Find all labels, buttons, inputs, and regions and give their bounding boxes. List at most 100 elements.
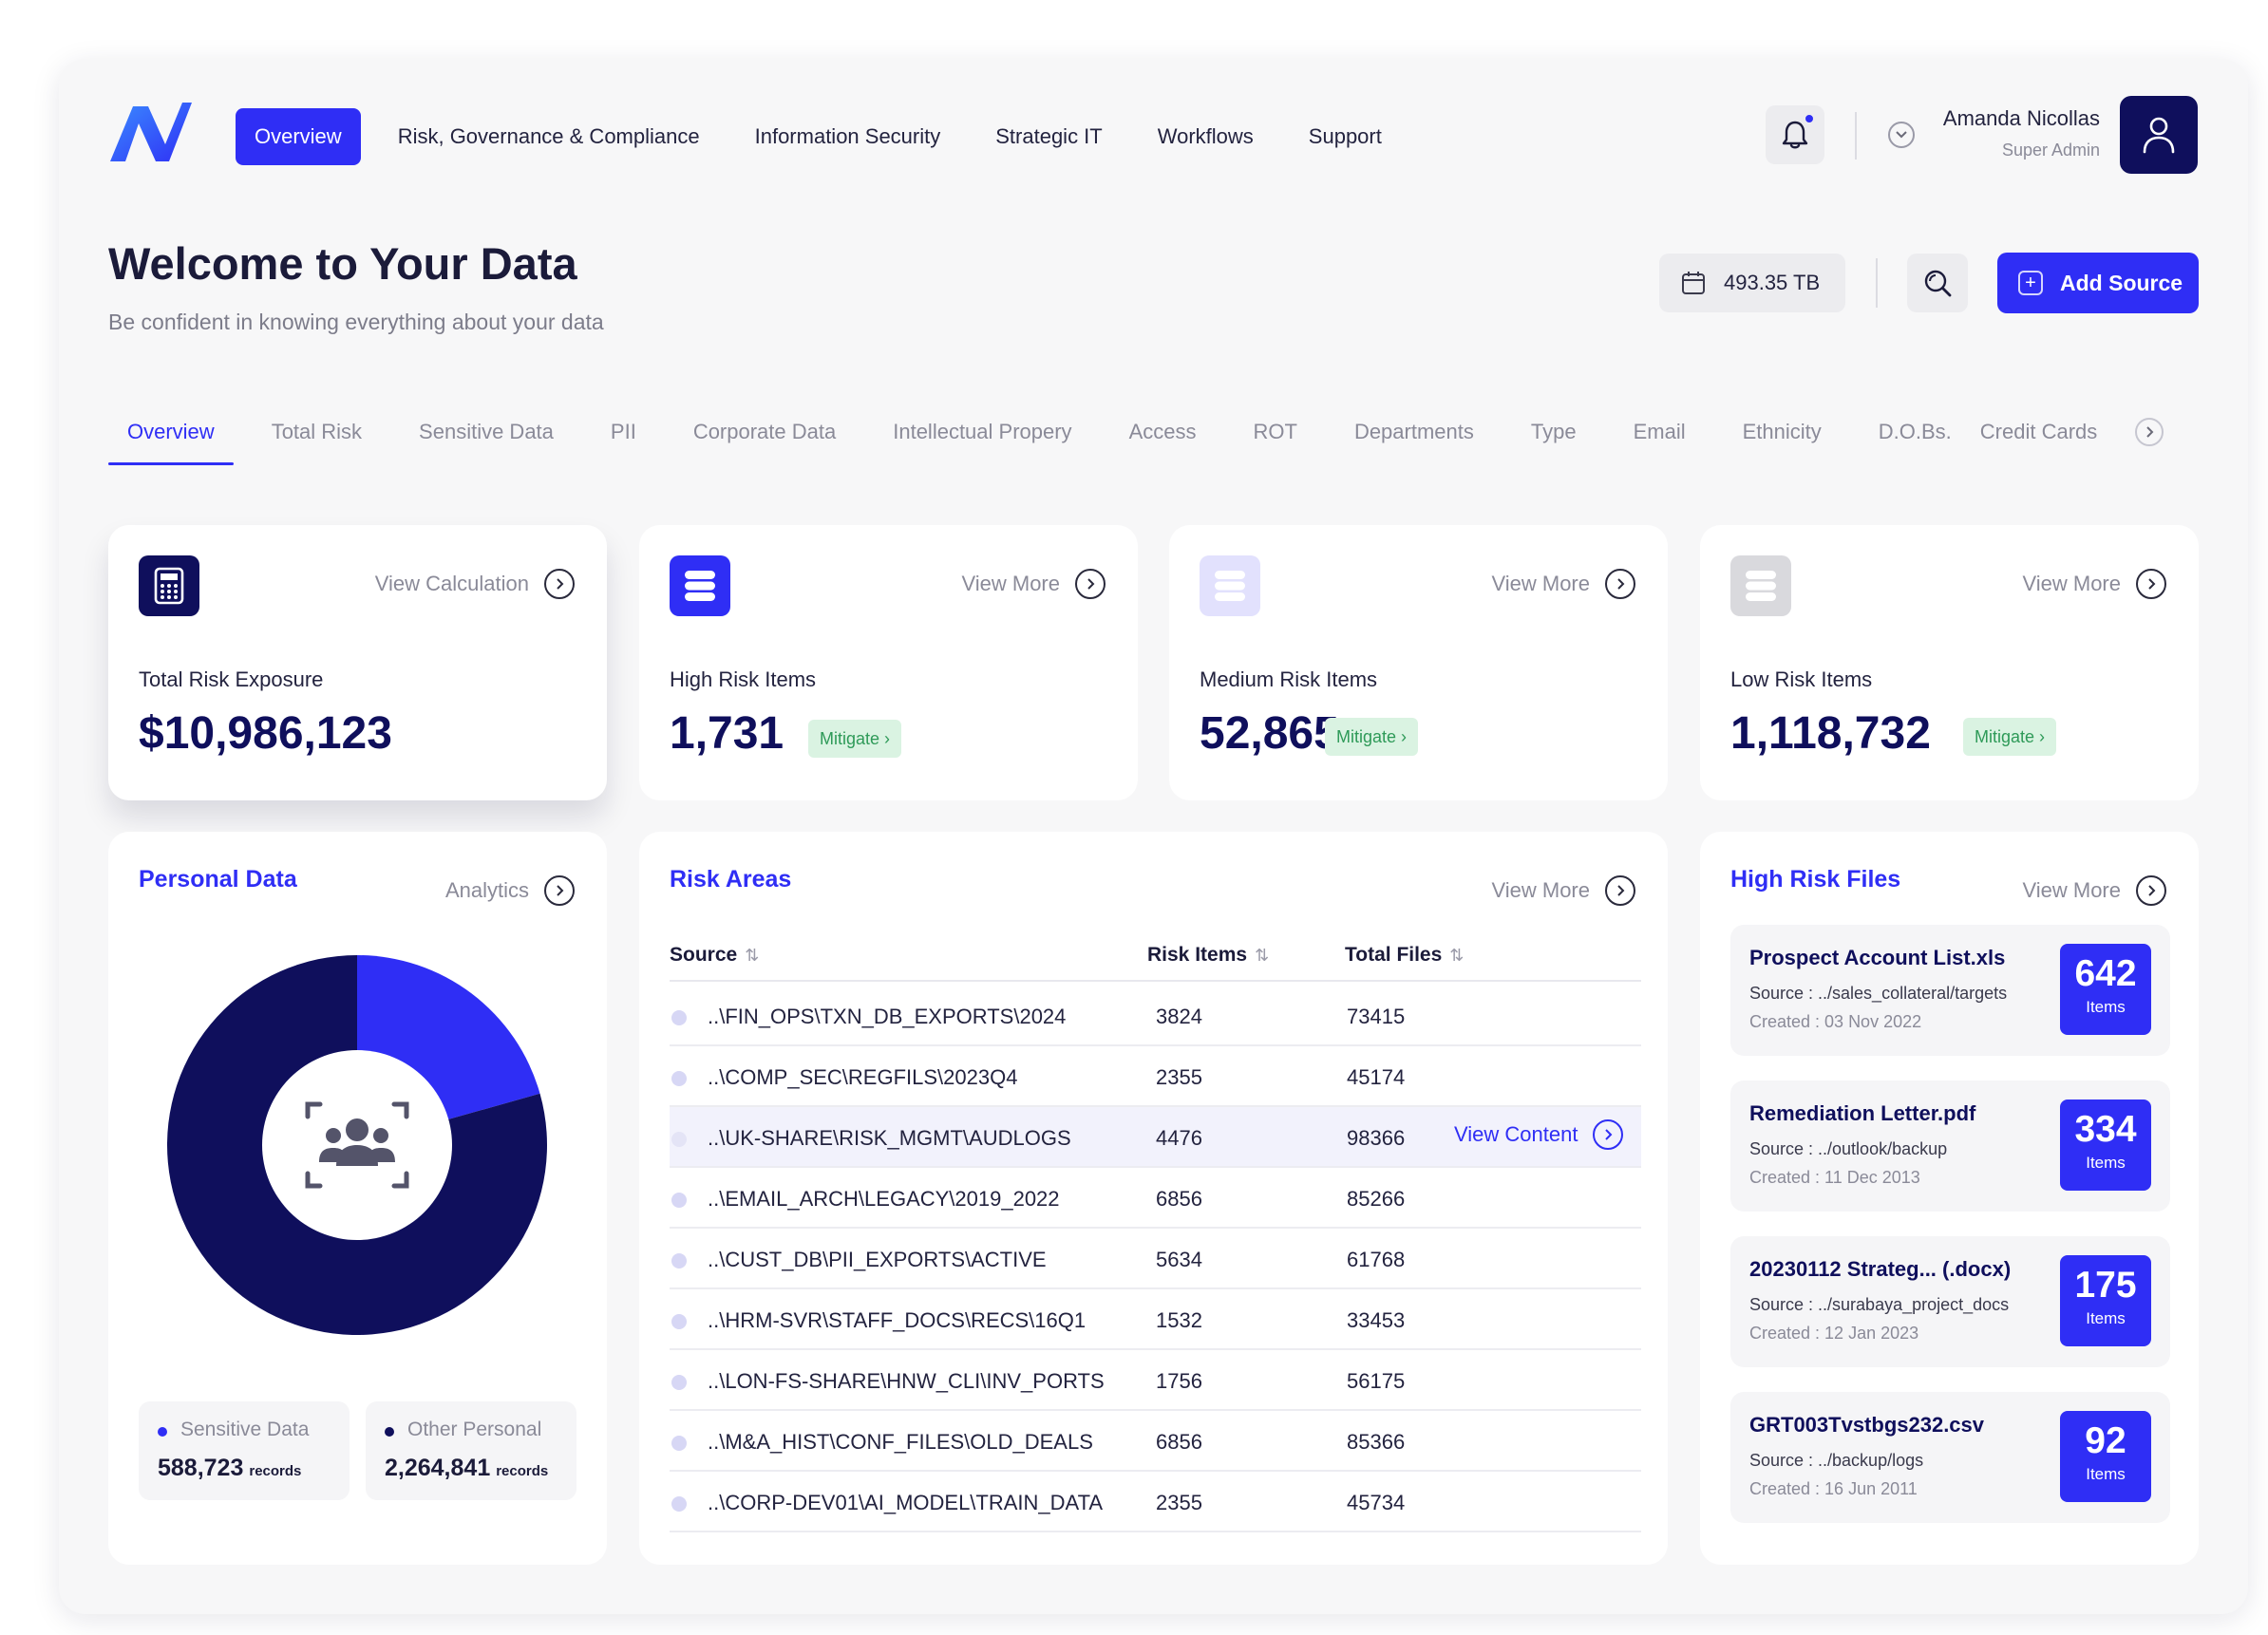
tab-access[interactable]: Access — [1128, 420, 1197, 443]
tab-departments[interactable]: Departments — [1353, 420, 1474, 443]
view-more-link[interactable]: View More — [2022, 875, 2166, 906]
tab-pii[interactable]: PII — [610, 420, 636, 443]
table-row[interactable]: ..\CORP-DEV01\AI_MODEL\TRAIN_DATA 2355 457… — [670, 1472, 1641, 1532]
file-count-unit: Items — [2086, 1309, 2126, 1327]
plus-icon: + — [2018, 271, 2043, 295]
row-source: ..\CORP-DEV01\AI_MODEL\TRAIN_DATA — [708, 1491, 1104, 1514]
row-risk-items: 6856 — [1156, 1430, 1202, 1454]
stat-card-medium-risk: View More Medium Risk Items 52,865 Mitig… — [1169, 525, 1668, 800]
view-calculation-link[interactable]: View Calculation — [375, 569, 575, 599]
row-risk-items: 4476 — [1156, 1126, 1202, 1150]
table-row[interactable]: ..\UK-SHARE\RISK_MGMT\AUDLOGS 4476 98366 Vi… — [670, 1107, 1641, 1168]
avatar[interactable] — [2120, 96, 2198, 174]
legend-name: Other Personal — [407, 1419, 542, 1440]
nav-tab-risk-governance[interactable]: Risk, Governance & Compliance — [397, 124, 700, 148]
nav-tab-information-security[interactable]: Information Security — [754, 124, 941, 148]
add-source-label: Add Source — [2060, 270, 2183, 295]
tab-credit-cards[interactable]: Credit Cards — [1979, 420, 2098, 443]
table-row[interactable]: ..\COMP_SEC\REGFILS\2023Q4 2355 45174 — [670, 1046, 1641, 1107]
legend-dot — [158, 1427, 167, 1437]
stat-label: Medium Risk Items — [1200, 667, 1378, 691]
tab-type[interactable]: Type — [1530, 420, 1577, 443]
tab-intellectual-property[interactable]: Intellectual Propery — [893, 420, 1072, 443]
file-card[interactable]: GRT003Tvstbgs232.csv Source : ../backup/l… — [1730, 1392, 2170, 1523]
search-button[interactable] — [1907, 254, 1968, 312]
view-more-link[interactable]: View More — [1491, 875, 1635, 906]
panel-title: Risk Areas — [670, 866, 792, 893]
tab-overview[interactable]: Overview — [108, 408, 234, 465]
row-total-files: 98366 — [1347, 1126, 1406, 1150]
tab-corporate-data[interactable]: Corporate Data — [692, 420, 837, 443]
user-menu-toggle[interactable] — [1888, 122, 1915, 148]
nav-tab-strategic-it[interactable]: Strategic IT — [995, 124, 1103, 148]
app-logo[interactable] — [106, 99, 194, 167]
tab-sensitive-data[interactable]: Sensitive Data — [419, 420, 554, 443]
table-row[interactable]: ..\EMAIL_ARCH\LEGACY\2019_2022 6856 85266 — [670, 1168, 1641, 1229]
column-header-total-files[interactable]: Total Files ⇅ — [1345, 944, 1465, 966]
table-row[interactable]: ..\HRM-SVR\STAFF_DOCS\RECS\16Q1 1532 33453 — [670, 1289, 1641, 1350]
row-risk-items: 1532 — [1156, 1308, 1202, 1332]
row-source: ..\UK-SHARE\RISK_MGMT\AUDLOGS — [708, 1126, 1071, 1150]
row-status-dot — [671, 1496, 687, 1512]
file-created: Created : 11 Dec 2013 — [1749, 1168, 1920, 1187]
row-status-dot — [671, 1314, 687, 1329]
tabs-scroll-right-button[interactable] — [2135, 418, 2164, 446]
stat-card-low-risk: View More Low Risk Items 1,118,732 Mitig… — [1700, 525, 2199, 800]
nav-tab-workflows[interactable]: Workflows — [1157, 124, 1254, 148]
view-content-link[interactable]: View Content — [1454, 1119, 1624, 1150]
row-total-files: 61768 — [1347, 1248, 1406, 1271]
header-divider — [1855, 112, 1857, 160]
mitigate-button[interactable]: Mitigate › — [808, 720, 902, 758]
view-more-link[interactable]: View More — [1491, 569, 1635, 599]
row-total-files: 85366 — [1347, 1430, 1406, 1454]
row-source: ..\CUST_DB\PII_EXPORTS\ACTIVE — [708, 1248, 1047, 1271]
table-row[interactable]: ..\M&A_HIST\CONF_FILES\OLD_DEALS 6856 8536… — [670, 1411, 1641, 1472]
column-header-source[interactable]: Source ⇅ — [670, 944, 760, 966]
file-card[interactable]: Prospect Account List.xls Source : ../sal… — [1730, 925, 2170, 1056]
row-source: ..\M&A_HIST\CONF_FILES\OLD_DEALS — [708, 1430, 1093, 1454]
view-calculation-label: View Calculation — [374, 572, 529, 595]
file-item-count-badge: 175 Items — [2060, 1255, 2151, 1346]
panel-title: High Risk Files — [1730, 866, 1901, 893]
table-row[interactable]: ..\CUST_DB\PII_EXPORTS\ACTIVE 5634 61768 — [670, 1229, 1641, 1289]
stat-value: 1,731 — [670, 708, 784, 759]
stat-card-total-risk: View Calculation Total Risk Exposure $10… — [108, 525, 607, 800]
row-risk-items: 3824 — [1156, 1005, 1202, 1028]
file-card[interactable]: Remediation Letter.pdf Source : ../outloo… — [1730, 1081, 2170, 1212]
analytics-link[interactable]: Analytics — [445, 875, 575, 906]
mitigate-button[interactable]: Mitigate › — [1963, 718, 2057, 756]
database-icon — [1730, 555, 1791, 616]
nav-tab-support[interactable]: Support — [1308, 124, 1382, 148]
view-more-label: View More — [1491, 572, 1590, 595]
chevron-right-icon — [1593, 1119, 1624, 1150]
table-row[interactable]: ..\FIN_OPS\TXN_DB_EXPORTS\2024 3824 73415 — [670, 986, 1641, 1046]
column-header-risk-items[interactable]: Risk Items ⇅ — [1147, 944, 1270, 966]
view-more-label: View More — [1491, 878, 1590, 902]
file-card[interactable]: 20230112 Strateg... (.docx) Source : ../s… — [1730, 1236, 2170, 1367]
view-more-link[interactable]: View More — [2022, 569, 2166, 599]
table-row[interactable]: ..\LON-FS-SHARE\HNW_CLI\INV_PORTS 1756 561… — [670, 1350, 1641, 1411]
storage-usage[interactable]: 493.35 TB — [1659, 254, 1845, 312]
file-created: Created : 03 Nov 2022 — [1749, 1012, 1922, 1031]
notifications-button[interactable] — [1766, 105, 1824, 164]
tab-email[interactable]: Email — [1633, 420, 1686, 443]
tab-dobs[interactable]: D.O.Bs. — [1878, 420, 1952, 443]
stat-label: High Risk Items — [670, 667, 817, 691]
view-more-link[interactable]: View More — [961, 569, 1106, 599]
legend-value: 588,723 records — [158, 1455, 302, 1481]
nav-tab-overview[interactable]: Overview — [236, 108, 361, 165]
mitigate-button[interactable]: Mitigate › — [1325, 718, 1419, 756]
risk-areas-panel: Risk Areas View More Source ⇅ Risk Items ⇅… — [639, 832, 1668, 1565]
tab-rot[interactable]: ROT — [1253, 420, 1297, 443]
file-count-unit: Items — [2086, 1465, 2126, 1483]
people-icon — [305, 1101, 409, 1189]
file-count: 642 — [2074, 953, 2137, 994]
add-source-button[interactable]: + Add Source — [1997, 253, 2199, 313]
file-name: Prospect Account List.xls — [1749, 946, 2006, 969]
stat-value: 52,865 — [1200, 708, 1339, 759]
tab-total-risk[interactable]: Total Risk — [271, 420, 363, 443]
data-category-tabs: Overview Total Risk Sensitive Data PII C… — [108, 408, 2098, 465]
file-source: Source : ../surabaya_project_docs — [1749, 1295, 2010, 1314]
row-status-dot — [671, 1375, 687, 1390]
tab-ethnicity[interactable]: Ethnicity — [1742, 420, 1822, 443]
